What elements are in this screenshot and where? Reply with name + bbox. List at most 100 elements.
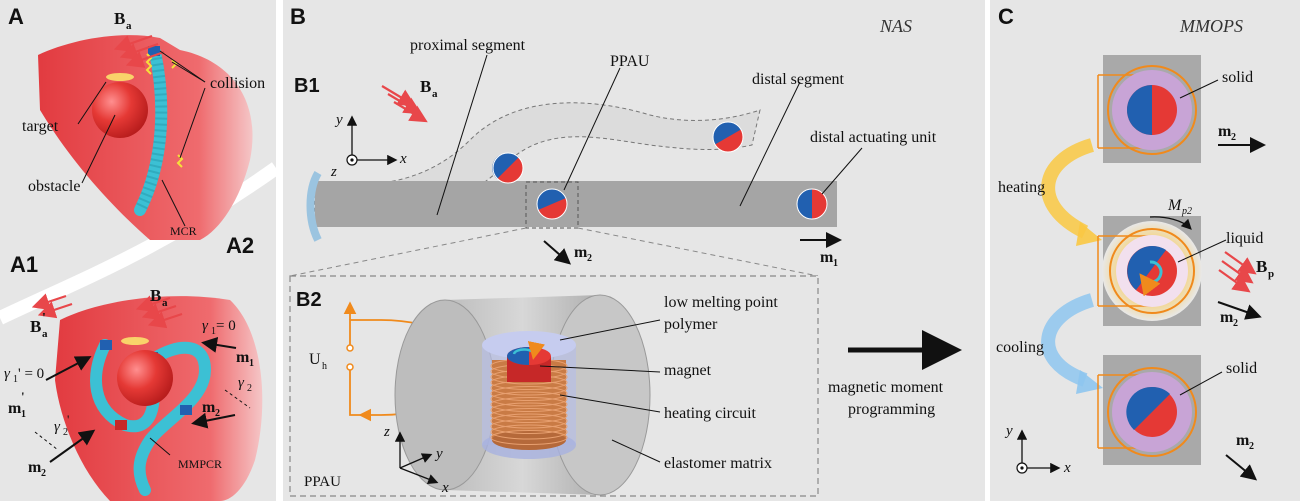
voltage-label: U — [309, 351, 321, 368]
magnet-b2 — [507, 341, 551, 382]
label-elastomer-matrix: elastomer matrix — [664, 455, 772, 472]
panel-label-b1: B1 — [294, 75, 320, 97]
gamma2-prime: γ — [54, 419, 61, 435]
axis-z-b2: z — [383, 424, 390, 440]
label-ppau-b2: PPAU — [304, 474, 341, 490]
mmops-title: MMOPS — [1179, 16, 1243, 36]
axes-b1 — [346, 115, 398, 166]
mmops-solid-bottom — [1097, 355, 1201, 465]
field-ba-prime-mark: ' — [42, 311, 46, 326]
m2-c-top: m — [1218, 123, 1232, 140]
label-polymer-line2: polymer — [664, 316, 718, 333]
gamma1: γ — [202, 318, 209, 334]
heating-coil-windings — [490, 358, 568, 445]
mmpcr-magnet-3 — [115, 420, 127, 430]
m1-a2: m — [236, 349, 250, 366]
mmpcr-magnet-1 — [100, 340, 112, 350]
m2-c-top-sub: 2 — [1231, 132, 1236, 143]
field-ba-b1: B — [420, 77, 431, 96]
mmpcr-magnet-4 — [180, 405, 192, 415]
ppau-magnet-b1 — [525, 181, 579, 229]
label-obstacle: obstacle — [28, 178, 80, 195]
label-solid-bottom: solid — [1226, 360, 1257, 377]
label-heating: heating — [998, 179, 1045, 196]
coil-winding — [490, 408, 568, 423]
label-target: target — [22, 118, 59, 135]
m2-prime: m — [28, 459, 42, 476]
panel-label-c: C — [998, 4, 1014, 29]
field-ba-a1-sub: a — [126, 20, 132, 32]
gamma2-prime-sub: 2 — [63, 427, 68, 438]
m2-c-bottom-sub: 2 — [1249, 441, 1254, 452]
mcr-robot — [134, 46, 168, 216]
distal-magnet-b1 — [796, 188, 828, 220]
mp2-label: M — [1167, 197, 1183, 214]
axes-b2 — [394, 431, 439, 485]
field-bp-sub: p — [1268, 268, 1274, 280]
gamma2: γ — [238, 375, 245, 391]
panel-label-b2: B2 — [296, 289, 322, 311]
m2-b1: m — [574, 244, 588, 261]
m2-b1-sub: 2 — [587, 253, 592, 264]
obstacle-ball-a2 — [117, 350, 173, 406]
label-liquid: liquid — [1226, 230, 1263, 247]
m1-b1-sub: 1 — [833, 258, 838, 269]
field-arrows-b1 — [381, 85, 428, 123]
label-distal-unit: distal actuating unit — [810, 129, 937, 146]
target-a2 — [121, 337, 149, 345]
m1-a2-sub: 1 — [249, 358, 254, 369]
cooling-arrow — [1041, 293, 1095, 387]
coil-winding — [490, 402, 568, 418]
mmops-solid-top — [1097, 55, 1201, 163]
field-ba-a2-sub: a — [162, 297, 168, 309]
heating-arrow — [1041, 138, 1095, 239]
panel-label-b: B — [290, 4, 306, 29]
coil-winding — [490, 419, 568, 434]
m2-prime-sub: 2 — [41, 468, 46, 479]
mcr-tip-magnet — [148, 46, 160, 56]
panel-c: C MMOPS solid m 2 heating — [990, 0, 1300, 501]
mmops-liquid — [1097, 216, 1202, 326]
field-arrows-a2 — [31, 293, 183, 329]
gamma1-sub: 1 — [211, 326, 216, 337]
label-polymer-line1: low melting point — [664, 294, 778, 311]
vessel-tissue-a1 — [38, 35, 253, 240]
m2-a2-sub: 2 — [215, 408, 220, 419]
axis-z-b1: z — [330, 164, 337, 180]
panel-label-a1: A1 — [10, 252, 38, 277]
axis-x-b1: x — [399, 151, 407, 167]
voltage-label-sub: h — [322, 361, 327, 372]
gamma1-prime: γ — [4, 366, 11, 382]
panel-b: B NAS B1 B a y x z — [283, 0, 985, 501]
gamma1-prime-sub: 1 — [13, 374, 18, 385]
coil-winding — [490, 413, 568, 429]
label-programming-line2: programming — [848, 401, 935, 418]
field-ba-a1: B — [114, 9, 125, 28]
m2-c-mid: m — [1220, 309, 1234, 326]
nas-title: NAS — [879, 16, 912, 36]
m1-prime-sub: 1 — [21, 409, 26, 420]
m2-a2: m — [202, 399, 216, 416]
label-mmpcr: MMPCR — [178, 457, 222, 471]
field-bp: B — [1256, 257, 1267, 276]
m2-c-mid-sub: 2 — [1233, 318, 1238, 329]
field-arrows-a1 — [113, 34, 165, 68]
gamma1-val: = 0 — [216, 318, 236, 334]
field-ba-prime-sub: a — [42, 328, 48, 340]
m1-b1: m — [820, 249, 834, 266]
gamma2-prime-mark: ' — [67, 412, 69, 427]
rod-base-mount — [306, 170, 322, 242]
coil-winding — [490, 386, 568, 401]
field-ba-b1-sub: a — [432, 88, 438, 100]
label-mcr: MCR — [170, 224, 197, 238]
coil-winding — [490, 397, 568, 412]
target-a1 — [106, 73, 134, 81]
label-distal-segment: distal segment — [752, 71, 845, 88]
gamma1-prime-val: ' = 0 — [18, 366, 44, 382]
axis-x-c: x — [1063, 460, 1071, 476]
label-proximal-segment: proximal segment — [410, 37, 526, 54]
axis-y-b2: y — [434, 446, 443, 462]
label-magnet: magnet — [664, 362, 712, 379]
field-arrows-bp — [1218, 251, 1257, 293]
